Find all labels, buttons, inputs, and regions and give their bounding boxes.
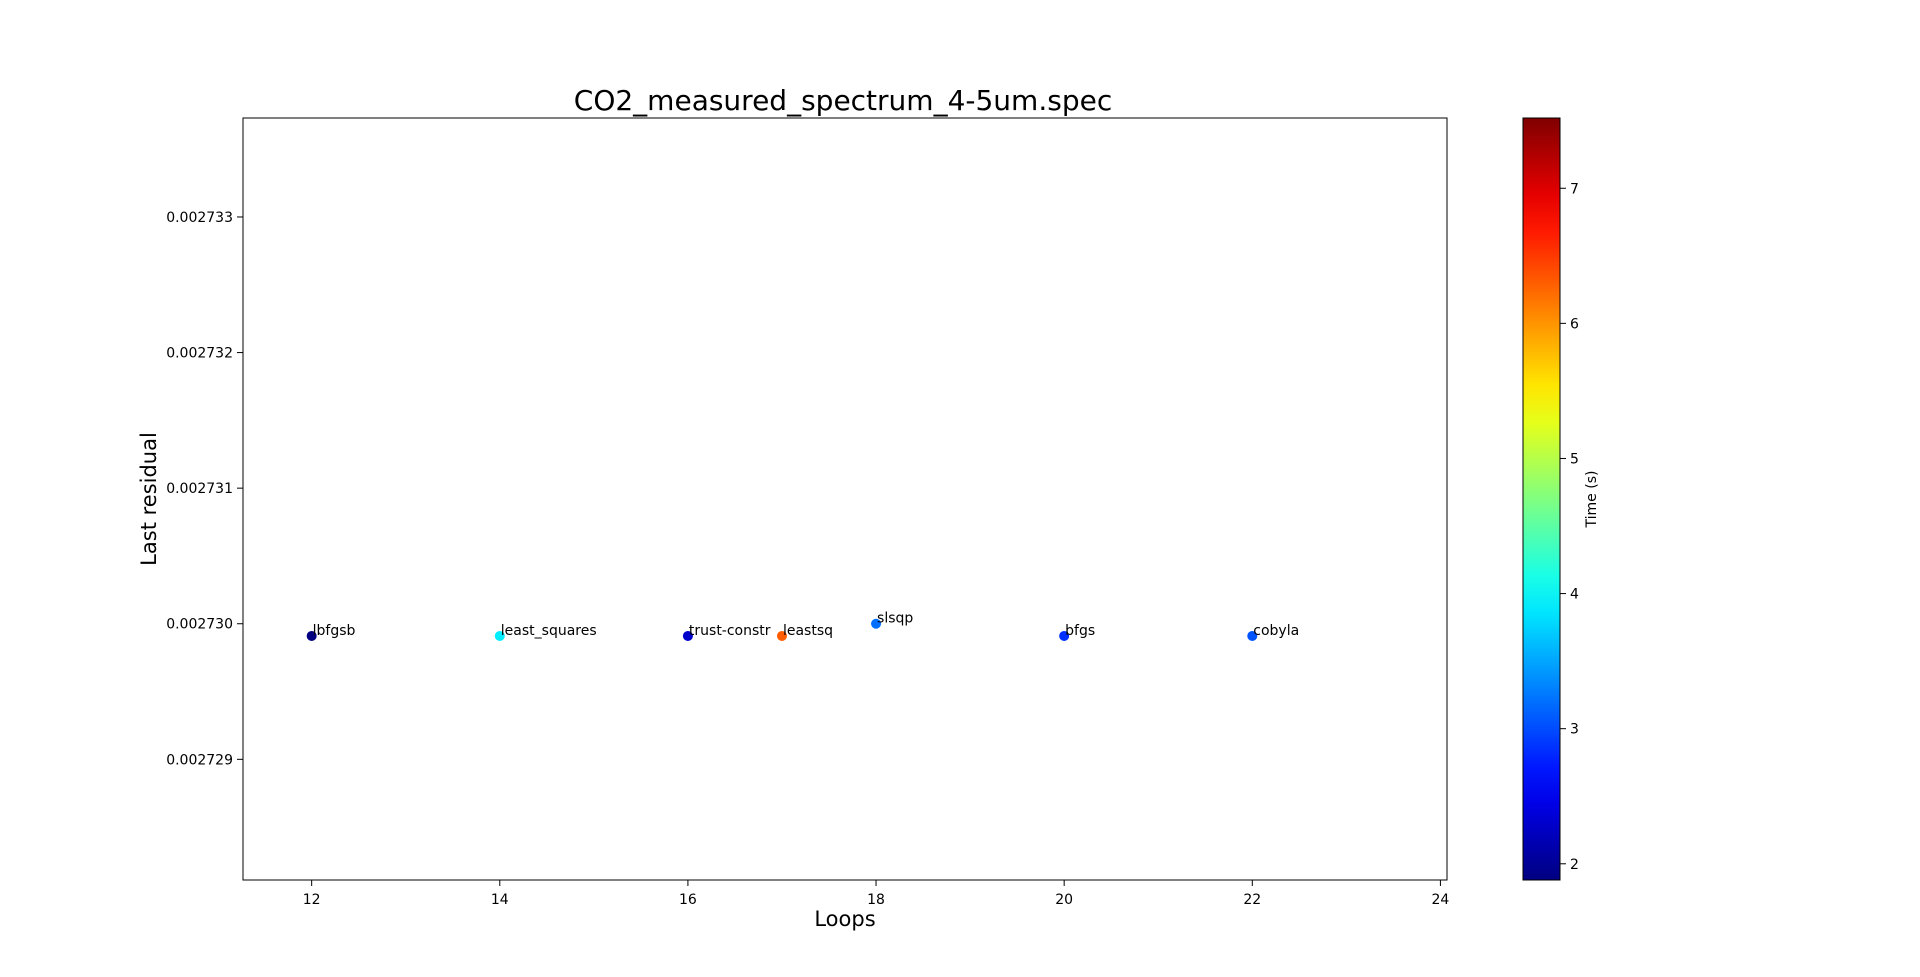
- x-axis-ticks: 12 14 16 18 20 22 24: [303, 880, 1450, 908]
- x-tick-label: 22: [1243, 892, 1261, 908]
- colorbar-ticks: 2 3 4 5 6 7: [1560, 181, 1579, 873]
- x-axis-label: Loops: [814, 907, 875, 931]
- x-tick-label: 16: [679, 892, 697, 908]
- point-label: least_squares: [501, 623, 597, 639]
- colorbar-tick-label: 3: [1570, 722, 1579, 738]
- colorbar-label: Time (s): [1584, 471, 1600, 529]
- y-tick-label: 0.002732: [166, 346, 233, 362]
- colorbar-tick-label: 5: [1570, 451, 1579, 467]
- point-label: bfgs: [1065, 623, 1095, 639]
- plot-frame: [242, 117, 1448, 881]
- x-tick-label: 20: [1055, 892, 1073, 908]
- y-tick-label: 0.002731: [166, 481, 233, 497]
- data-point: [1059, 630, 1070, 641]
- chart-title: CO2_measured_spectrum_4-5um.spec: [574, 84, 1112, 117]
- point-label: trust-constr: [689, 623, 771, 639]
- colorbar-tick-label: 2: [1570, 857, 1579, 873]
- data-point: [776, 630, 787, 641]
- colorbar: [1522, 117, 1561, 881]
- point-label: leastsq: [783, 623, 833, 639]
- point-label: slsqp: [877, 611, 913, 627]
- y-tick-label: 0.002730: [166, 617, 233, 633]
- y-tick-label: 0.002729: [166, 752, 233, 768]
- data-point: [871, 618, 882, 629]
- data-point: [1247, 630, 1258, 641]
- colorbar-tick-label: 6: [1570, 316, 1579, 332]
- x-tick-label: 14: [491, 892, 509, 908]
- y-axis-ticks: 0.002733 0.002732 0.002731 0.002730 0.002729: [166, 210, 243, 768]
- x-tick-label: 12: [303, 892, 321, 908]
- colorbar-tick-label: 7: [1570, 181, 1579, 197]
- point-label: lbfgsb: [313, 623, 356, 639]
- x-tick-label: 24: [1432, 892, 1450, 908]
- data-point: [682, 630, 693, 641]
- y-axis-label: Last residual: [137, 432, 161, 566]
- x-tick-label: 18: [867, 892, 885, 908]
- y-tick-label: 0.002733: [166, 210, 233, 226]
- data-points: lbfgsb least_squares trust-constr leastsq sl…: [306, 611, 1299, 641]
- data-point: [494, 630, 505, 641]
- point-label: cobyla: [1253, 623, 1299, 639]
- data-point: [306, 630, 317, 641]
- colorbar-tick-label: 4: [1570, 587, 1579, 603]
